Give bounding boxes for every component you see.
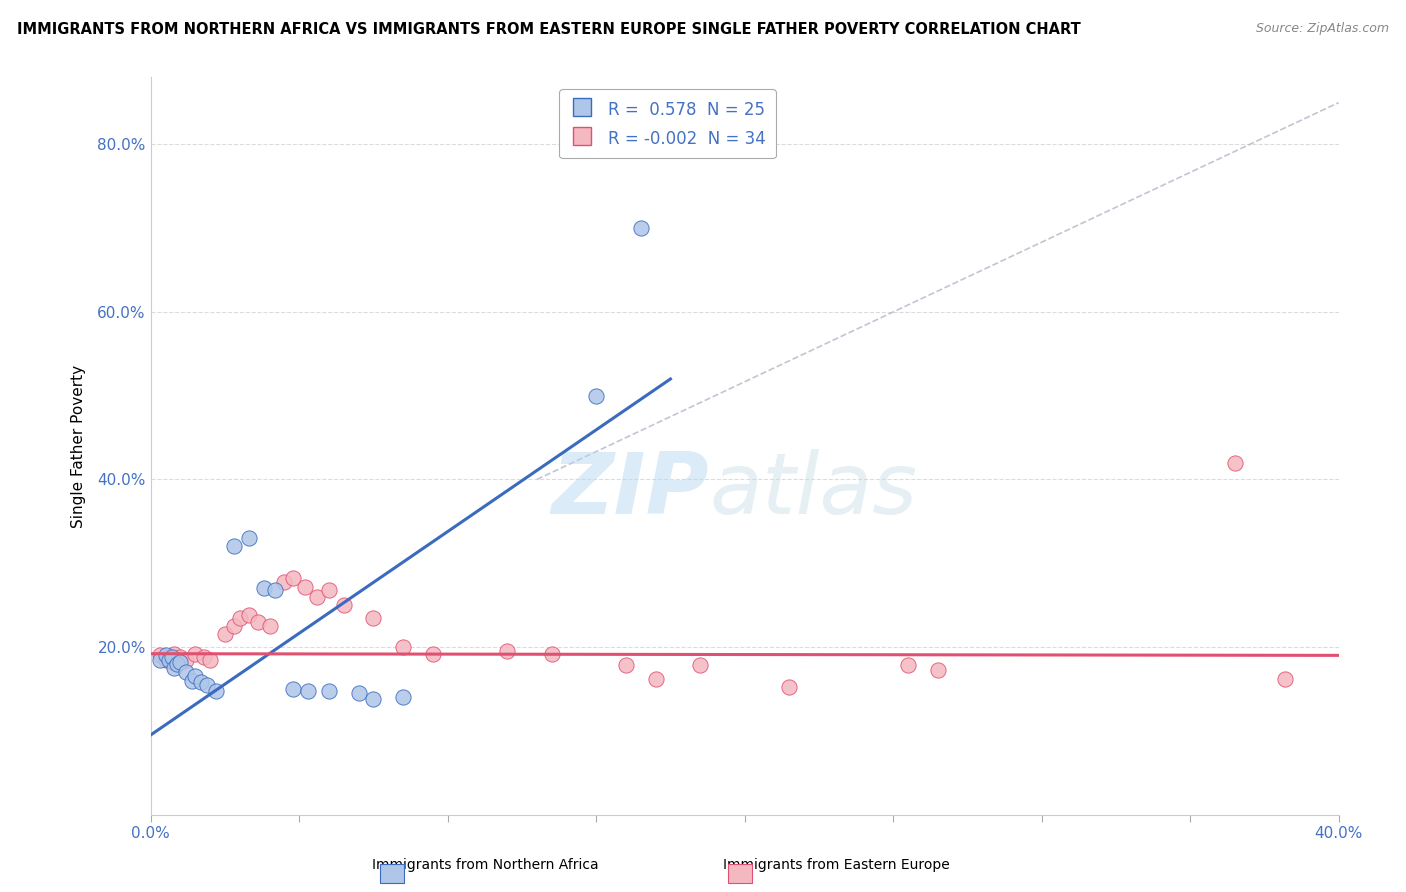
Point [318,582,340,597]
Point [273,574,295,589]
Point [778,680,800,694]
Point [392,640,415,654]
Point [689,658,711,673]
Point [169,655,191,669]
Point [363,610,385,624]
Point [157,650,180,665]
Y-axis label: Single Father Poverty: Single Father Poverty [72,365,86,527]
Point [149,648,172,663]
Point [238,531,260,545]
Point [169,650,191,665]
Point [392,690,415,705]
Point [347,686,370,700]
Point [294,580,316,594]
Point [155,648,177,663]
Text: Immigrants from Northern Africa: Immigrants from Northern Africa [371,858,599,872]
Point [149,652,172,666]
Point [205,683,228,698]
Point [163,647,186,661]
Point [305,590,328,604]
Text: atlas: atlas [709,449,917,532]
Point [190,675,212,690]
Point [157,652,180,666]
Point [238,608,260,623]
Point [214,627,236,641]
Point [264,582,287,597]
Point [1223,456,1246,470]
Text: IMMIGRANTS FROM NORTHERN AFRICA VS IMMIGRANTS FROM EASTERN EUROPE SINGLE FATHER : IMMIGRANTS FROM NORTHERN AFRICA VS IMMIG… [17,22,1081,37]
Point [259,619,281,633]
Point [585,389,607,403]
Point [332,598,354,612]
Point [1274,672,1296,686]
Point [198,652,221,666]
Point [363,692,385,706]
Point [195,678,218,692]
Point [184,647,207,661]
Point [540,647,562,661]
Point [422,647,444,661]
Point [614,658,637,673]
Point [222,619,245,633]
Point [927,664,949,678]
Point [246,615,269,629]
Point [283,571,305,585]
Point [630,221,652,235]
Point [644,672,666,686]
Point [155,652,177,666]
Point [297,683,319,698]
Point [163,661,186,675]
Point [176,665,198,680]
Point [184,669,207,683]
Point [160,650,183,665]
Point [252,582,274,596]
Point [318,683,340,698]
Point [176,652,198,666]
Point [496,644,519,658]
Text: ZIP: ZIP [551,449,709,532]
Point [283,681,305,696]
Point [229,610,252,624]
Point [181,673,204,688]
Point [897,658,920,673]
Point [193,650,215,665]
Point [166,657,188,671]
Legend: R =  0.578  N = 25, R = -0.002  N = 34: R = 0.578 N = 25, R = -0.002 N = 34 [560,89,776,159]
Text: Source: ZipAtlas.com: Source: ZipAtlas.com [1256,22,1389,36]
Point [222,540,245,554]
Text: Immigrants from Eastern Europe: Immigrants from Eastern Europe [723,858,950,872]
Point [160,655,183,669]
